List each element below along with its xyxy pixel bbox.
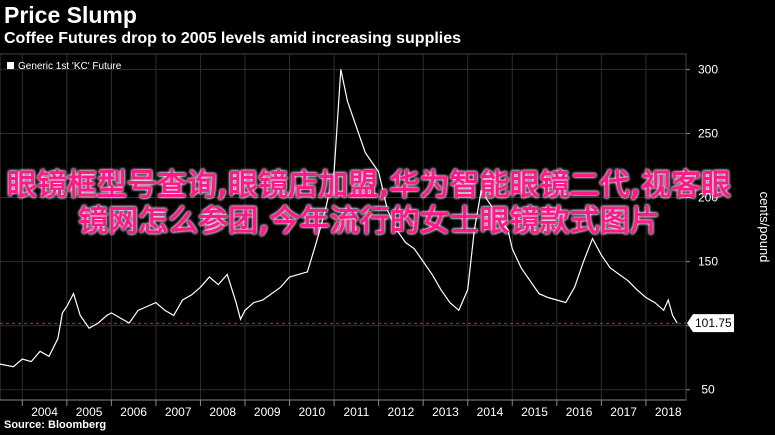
- y-tick-label: 250: [698, 126, 718, 140]
- x-tick-label: 2008: [209, 405, 236, 419]
- x-tick-label: 2017: [610, 405, 637, 419]
- overlay-text: 眼镜框型号查询,眼镜店加盟,华为智能眼镜二代,视客眼镜网怎么参团,今年流行的女士…: [6, 168, 732, 239]
- x-tick-label: 2011: [343, 405, 369, 419]
- x-tick-label: 2006: [120, 405, 147, 419]
- chart-grid: [0, 54, 686, 400]
- x-tick-label: 2012: [388, 405, 415, 419]
- x-tick-label: 2010: [298, 405, 325, 419]
- legend: Generic 1st 'KC' Future: [7, 61, 122, 72]
- page-title: Price Slump: [4, 2, 137, 28]
- x-tick-label: 2013: [432, 405, 459, 419]
- y-tick-label: 300: [698, 62, 718, 76]
- y-tick-label: 200: [698, 191, 718, 205]
- x-tick-label: 2004: [31, 405, 58, 419]
- last-value-badge-shape: [687, 314, 734, 333]
- x-axis: 2004 2005 2006 2007 2008 2009 2010 2011 2012 2013…: [0, 399, 686, 419]
- source-note: Source: Bloomberg: [4, 419, 107, 431]
- series-line: [0, 69, 678, 368]
- x-tick-label: 2005: [76, 405, 103, 419]
- x-tick-label: 2018: [655, 405, 682, 419]
- legend-swatch: [7, 62, 14, 69]
- last-value-badge: 101.75: [687, 314, 734, 333]
- legend-entry: Generic 1st 'KC' Future: [18, 61, 122, 72]
- x-tick-label: 2015: [521, 405, 548, 419]
- last-value-label: 101.75: [695, 316, 732, 330]
- y-tick-label: 150: [698, 255, 718, 269]
- x-tick-label: 2016: [566, 405, 593, 419]
- y-axis-label: cents/pound: [757, 192, 772, 263]
- x-tick-label: 2014: [477, 405, 504, 419]
- x-tick-label: 2007: [165, 405, 192, 419]
- page-subtitle: Coffee Futures drop to 2005 levels amid …: [4, 30, 462, 47]
- y-tick-label: 50: [701, 383, 715, 397]
- x-tick-label: 2009: [254, 405, 281, 419]
